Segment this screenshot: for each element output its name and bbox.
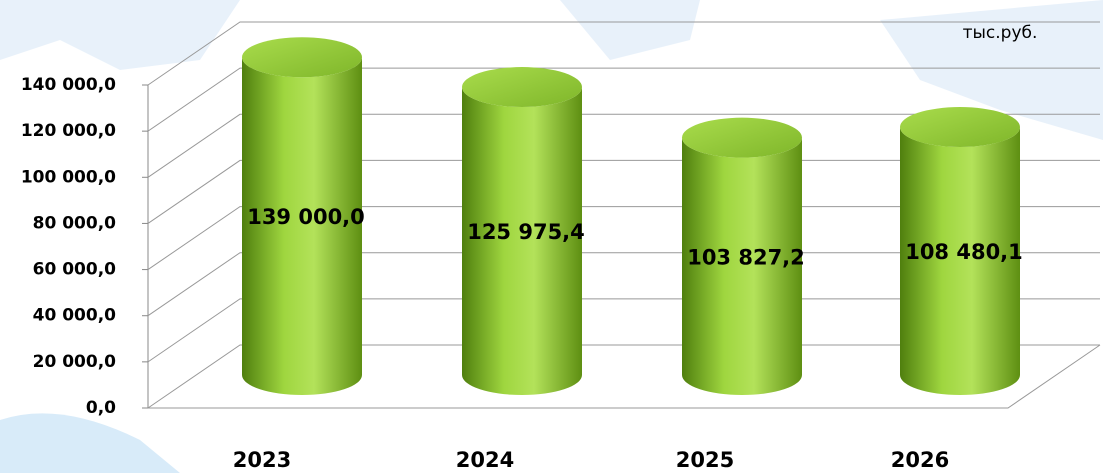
y-tick-label: 80 000,0 [33,213,117,233]
y-tick-label: 120 000,0 [21,121,116,141]
grid-line [147,252,1100,317]
grid-line [147,298,1100,363]
y-tick-label: 60 000,0 [33,260,117,280]
data-label: 139 000,0 [247,205,365,229]
bar [900,127,1020,395]
y-tick-label: 20 000,0 [33,352,117,372]
bar-top [462,67,582,108]
grid-line [147,21,1100,86]
y-tick-label: 40 000,0 [33,306,117,326]
data-label: 125 975,4 [467,220,585,244]
bar [682,137,802,396]
x-tick-label: 2023 [233,448,291,472]
grid-line [147,344,1100,409]
grid-line [147,206,1100,270]
y-tick-label: 140 000,0 [21,75,116,95]
y-tick-label: 100 000,0 [21,167,116,187]
floor-edge [148,344,1101,409]
bar [462,87,582,396]
x-tick-label: 2026 [891,448,949,472]
data-label: 103 827,2 [687,245,805,269]
x-tick-label: 2024 [456,448,514,472]
plot-area: 0,0 20 000,0 40 000,0 60 000,0 80 000,0 100 0… [21,21,1101,472]
x-tick-label: 2025 [676,448,734,472]
grid-line [147,159,1100,224]
bar-top [682,117,802,158]
bar [242,57,363,396]
grid-line [147,67,1100,132]
grid-line [147,113,1100,178]
bar-top [242,37,362,78]
bar-top [900,107,1020,148]
unit-label: тыс.руб. [963,23,1038,43]
y-tick-label: 0,0 [86,398,116,418]
data-label: 108 480,1 [905,240,1023,264]
